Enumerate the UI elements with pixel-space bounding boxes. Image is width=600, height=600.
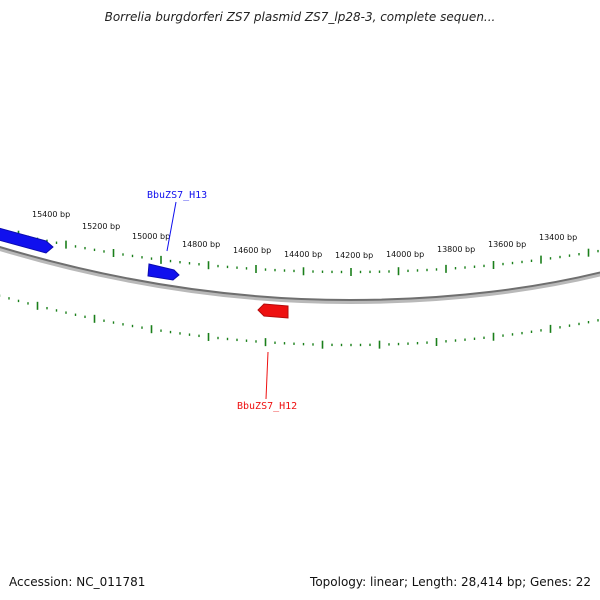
- scale-label: 14000 bp: [386, 250, 424, 259]
- backbone-shadow: [0, 246, 600, 305]
- gene-label-bbuzs7-h13-group: BbuZS7_H13: [147, 190, 207, 252]
- scale-label: 13400 bp: [539, 233, 577, 242]
- map-title: Borrelia burgdorferi ZS7 plasmid ZS7_lp2…: [104, 10, 496, 24]
- accession-text: Accession: NC_011781: [9, 575, 146, 589]
- backbone-group: [0, 245, 600, 305]
- scale-label: 14600 bp: [233, 246, 271, 255]
- gene-label-leader-bbuzs7-h13: [166, 201, 177, 252]
- inner-tick-track: [0, 294, 599, 349]
- forward-gene-arrow-left[interactable]: [0, 227, 54, 254]
- scale-label: 15400 bp: [32, 210, 70, 219]
- backbone: [0, 245, 600, 302]
- gene-feature-bbuzs7-h13[interactable]: [147, 263, 180, 281]
- gene-label-leader-bbuzs7-h12: [265, 351, 269, 400]
- scale-label: 15200 bp: [82, 222, 120, 231]
- scale-label: 14200 bp: [335, 251, 373, 260]
- scale-label: 13800 bp: [437, 245, 475, 254]
- scale-labels: 15400 bp 15200 bp 15000 bp 14800 bp 14600 bp…: [32, 210, 577, 260]
- scale-label: 14800 bp: [182, 240, 220, 249]
- scale-label: 13600 bp: [488, 240, 526, 249]
- gene-features: [0, 227, 289, 319]
- gene-label-bbuzs7-h13: BbuZS7_H13: [147, 190, 207, 201]
- gene-feature-bbuzs7-h12[interactable]: [257, 303, 289, 319]
- scale-label: 14400 bp: [284, 250, 322, 259]
- topology-summary-text: Topology: linear; Length: 28,414 bp; Gen…: [310, 575, 591, 589]
- scale-label: 15000 bp: [132, 232, 170, 241]
- gene-label-bbuzs7-h12: BbuZS7_H12: [237, 401, 297, 412]
- gene-label-bbuzs7-h12-group: BbuZS7_H12: [237, 351, 297, 412]
